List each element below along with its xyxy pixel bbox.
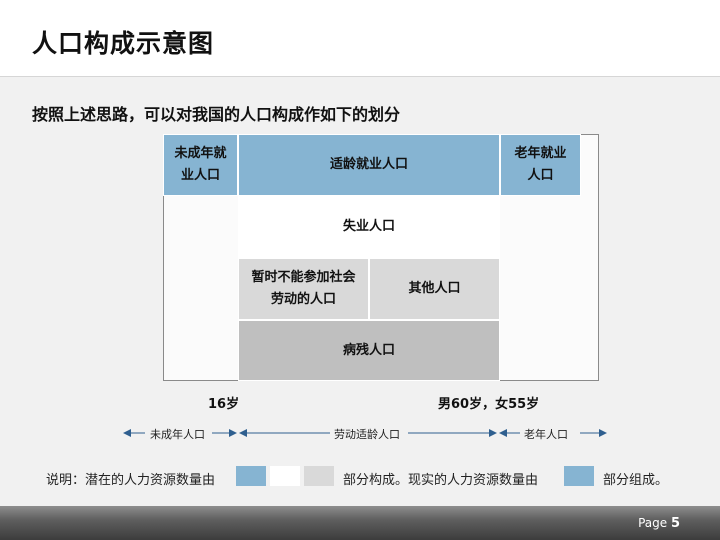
axis-label-minor: 未成年人口 — [148, 426, 207, 442]
note-suffix: 部分组成。 — [603, 473, 669, 488]
cell-elderly-working: 老年就业人口 — [500, 134, 581, 196]
axis-label-working: 劳动适龄人口 — [332, 426, 402, 442]
cell-sick-disabled-label: 病残人口 — [342, 342, 395, 358]
cell-unemployed: 失业人口 — [238, 196, 500, 258]
cell-other-label: 其他人口 — [408, 281, 461, 296]
content-area: 按照上述思路，可以对我国的人口构成作如下的划分 未成年就业人口 适龄就业人口 老… — [0, 76, 720, 507]
cell-temporarily-unable: 暂时不能参加社会劳动的人口 — [238, 258, 369, 320]
axis-label-elderly: 老年人口 — [522, 426, 570, 442]
footer-bar: Page 5 — [0, 506, 720, 540]
cell-unemployed-label: 失业人口 — [342, 219, 395, 234]
note-middle: 部分构成。现实的人力资源数量由 — [343, 473, 539, 488]
note-swatch-gray — [304, 466, 334, 486]
cell-elderly-working-label: 老年就业人口 — [514, 146, 567, 183]
page-label: Page — [638, 516, 668, 530]
subtitle: 按照上述思路，可以对我国的人口构成作如下的划分 — [32, 105, 401, 124]
cell-minor-working-label: 未成年就业人口 — [174, 146, 227, 183]
age-mark-retire: 男60岁，女55岁 — [438, 397, 540, 412]
cell-other: 其他人口 — [369, 258, 500, 320]
age-mark-16: 16岁 — [208, 397, 240, 412]
title-bar: 人口构成示意图 — [0, 0, 720, 76]
note-swatch-blue — [236, 466, 266, 486]
cell-temporarily-unable-label: 暂时不能参加社会劳动的人口 — [251, 270, 356, 307]
note-swatch-blue-2 — [564, 466, 594, 486]
page-number: 5 — [670, 516, 680, 531]
note-swatch-white — [270, 466, 300, 486]
cell-sick-disabled: 病残人口 — [238, 320, 500, 381]
cell-working-age-employed-label: 适龄就业人口 — [329, 157, 408, 172]
cell-working-age-employed: 适龄就业人口 — [238, 134, 500, 196]
page-indicator: Page 5 — [638, 516, 680, 531]
page-title: 人口构成示意图 — [32, 29, 215, 58]
cell-minor-working: 未成年就业人口 — [163, 134, 238, 196]
note-prefix: 说明：潜在的人力资源数量由 — [46, 473, 216, 488]
